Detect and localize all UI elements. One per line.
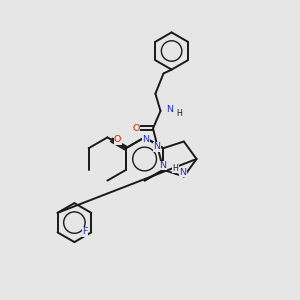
Text: O: O [114,135,121,144]
Text: H: H [176,110,182,118]
Text: O: O [132,124,140,133]
Text: H: H [172,164,178,173]
Text: N: N [179,168,186,177]
Text: N: N [159,161,166,170]
Text: N: N [166,105,173,114]
Text: N: N [153,142,160,151]
Text: N: N [142,135,150,144]
Text: F: F [82,227,87,236]
